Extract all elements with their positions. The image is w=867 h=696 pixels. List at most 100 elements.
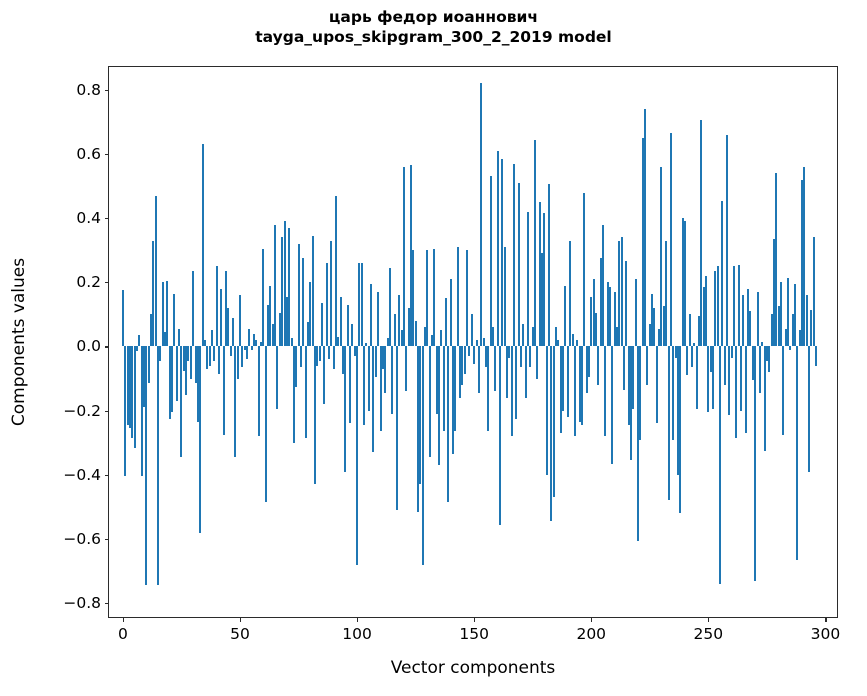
bar xyxy=(552,346,555,498)
bar xyxy=(761,341,764,347)
bar xyxy=(379,346,382,432)
bar xyxy=(765,346,768,361)
bar xyxy=(599,258,602,347)
bar xyxy=(494,346,497,392)
x-tick-mark xyxy=(591,617,593,622)
bar xyxy=(150,314,153,347)
bar xyxy=(580,346,583,426)
bar xyxy=(168,346,171,419)
bar xyxy=(292,346,295,443)
bar xyxy=(264,346,267,503)
bar xyxy=(407,307,410,347)
bar xyxy=(187,346,190,361)
x-tick-label: 250 xyxy=(693,625,724,643)
bar xyxy=(789,346,792,350)
bar xyxy=(505,346,508,398)
y-tick-label: −0.8 xyxy=(63,594,101,613)
bar xyxy=(353,346,356,357)
bar xyxy=(639,346,642,440)
bar xyxy=(798,330,801,347)
x-tick-label: 100 xyxy=(342,625,372,643)
bar xyxy=(342,346,345,374)
bar xyxy=(229,346,232,357)
bar xyxy=(536,346,539,379)
y-tick-label: −0.2 xyxy=(63,401,101,420)
y-tick-label: 0.2 xyxy=(76,273,101,292)
x-tick-mark xyxy=(474,617,476,622)
bar xyxy=(548,184,551,347)
y-tick-mark xyxy=(104,474,109,476)
bar xyxy=(477,346,480,393)
bar xyxy=(412,250,415,347)
bar xyxy=(159,346,162,361)
bar xyxy=(290,338,293,347)
bar xyxy=(431,335,434,347)
bar xyxy=(309,282,312,347)
bar xyxy=(679,346,682,514)
bar xyxy=(255,340,258,347)
bar xyxy=(388,267,391,347)
bar xyxy=(267,304,270,347)
bar xyxy=(529,346,532,368)
bar xyxy=(686,346,689,376)
bar xyxy=(667,346,670,501)
bar xyxy=(421,346,424,565)
y-tick-label: 0.8 xyxy=(76,80,101,99)
bar xyxy=(508,346,511,358)
bar xyxy=(323,346,326,405)
bar xyxy=(569,240,572,347)
bar xyxy=(423,327,426,347)
bar xyxy=(250,346,253,350)
bar xyxy=(271,324,274,347)
bar xyxy=(351,324,354,347)
bar xyxy=(285,296,288,347)
bar xyxy=(693,343,696,347)
bar xyxy=(337,336,340,347)
bar xyxy=(688,314,691,347)
bar xyxy=(452,346,455,454)
x-tick-label: 0 xyxy=(117,625,128,643)
bar xyxy=(335,195,338,347)
bar xyxy=(531,327,534,347)
bar xyxy=(520,346,522,368)
bar xyxy=(683,221,686,347)
bar xyxy=(632,346,635,410)
bar xyxy=(140,346,143,477)
bar xyxy=(489,176,492,347)
bar xyxy=(274,224,277,347)
bar xyxy=(658,328,661,347)
bar xyxy=(395,346,398,511)
bar xyxy=(594,312,597,347)
bar xyxy=(641,137,644,347)
bar xyxy=(791,314,794,347)
x-axis-label: Vector components xyxy=(390,658,556,678)
bar xyxy=(175,346,178,402)
y-tick-label: 0.0 xyxy=(76,337,101,356)
bar xyxy=(775,173,778,347)
bar xyxy=(246,346,249,360)
bar-series-components xyxy=(109,67,837,617)
bar xyxy=(808,346,811,472)
bar xyxy=(559,346,562,434)
bar xyxy=(541,253,544,347)
bar xyxy=(777,306,780,347)
bar xyxy=(398,295,401,347)
bar xyxy=(320,303,323,347)
bar xyxy=(236,346,239,379)
bar xyxy=(702,287,705,347)
bar xyxy=(543,213,546,347)
plot-axes: −0.8 −0.6 −0.4 −0.2 0.0 0.2 0.4 0.6 0.8 0 50 100 150… xyxy=(63,66,840,643)
bar xyxy=(182,346,185,371)
bar xyxy=(721,200,724,347)
bar xyxy=(147,346,150,384)
bar xyxy=(316,346,319,366)
bar xyxy=(257,346,260,437)
bar xyxy=(623,346,626,390)
bar xyxy=(697,316,700,347)
bar xyxy=(302,258,305,347)
bar xyxy=(224,271,227,347)
bar xyxy=(288,227,291,347)
bar xyxy=(278,312,281,347)
bar xyxy=(665,240,668,347)
bar xyxy=(215,266,218,347)
